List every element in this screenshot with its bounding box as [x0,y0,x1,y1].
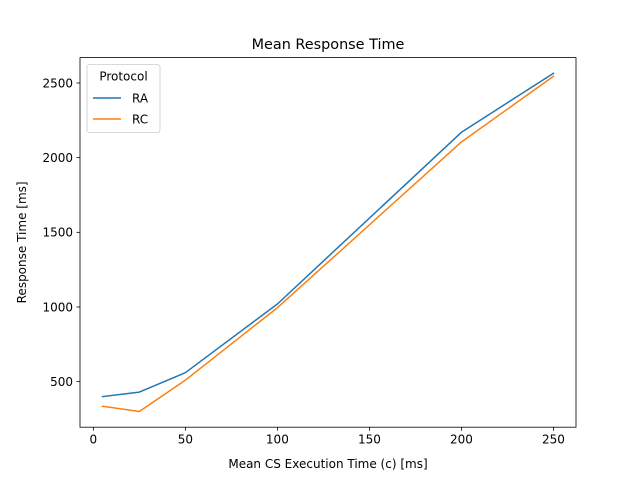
chart-title: Mean Response Time [252,37,405,53]
x-tick-label: 250 [542,433,565,447]
y-tick-label: 1000 [42,300,73,314]
y-tick-label: 1500 [42,226,73,240]
x-tick-label: 200 [450,433,473,447]
legend-label-ra: RA [132,91,149,105]
x-tick-label: 0 [90,433,98,447]
y-tick-label: 2500 [42,76,73,90]
x-tick-label: 50 [178,433,193,447]
legend-title: Protocol [99,70,147,84]
legend-box [86,64,161,133]
y-axis-label: Response Time [ms] [15,181,29,303]
series-line-ra [101,72,555,398]
plot-area-frame [79,57,577,428]
ticks-layer: 0 50 100 150 200 250 500 1000 1500 2000 2500 [42,76,564,446]
legend: Protocol RA RC [86,64,161,133]
series-line-rc [101,75,555,413]
y-tick-label: 500 [50,375,73,389]
series-layer [101,72,555,413]
x-tick-label: 150 [358,433,381,447]
x-tick-label: 100 [266,433,289,447]
x-axis-label: Mean CS Execution Time (c) [ms] [228,457,427,471]
y-tick-label: 2000 [42,151,73,165]
legend-entries: RA RC [93,91,149,126]
legend-label-rc: RC [132,112,148,126]
